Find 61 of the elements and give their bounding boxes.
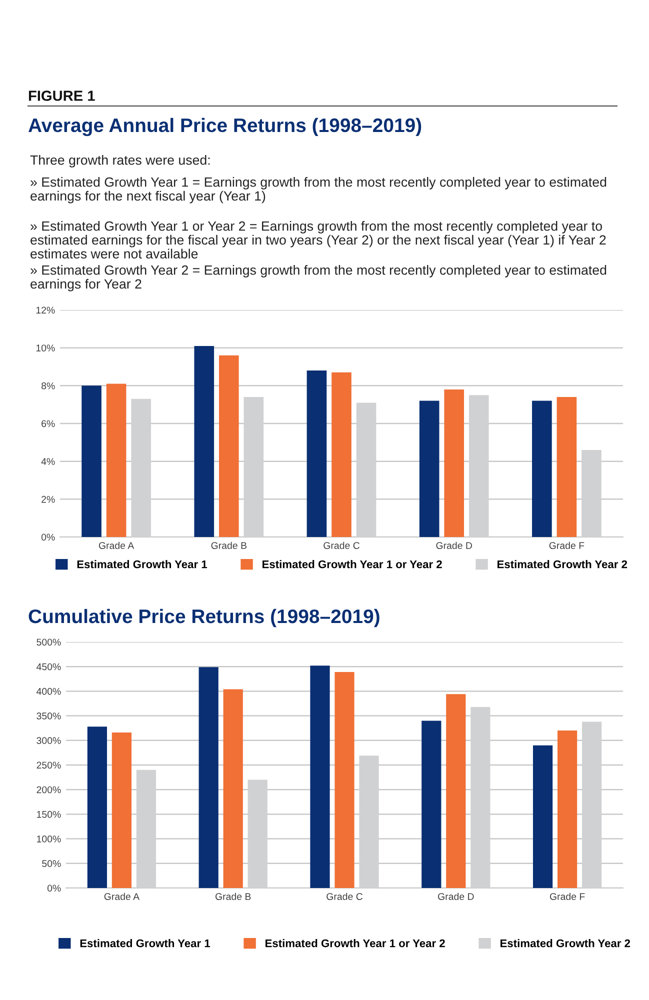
chart-title: Cumulative Price Returns (1998–2019): [28, 608, 380, 628]
bar: [310, 666, 330, 888]
bar: [198, 667, 218, 888]
bar: [112, 732, 132, 888]
text: Three growth rates were used:: [30, 155, 210, 168]
x-tick-label: Grade D: [436, 542, 472, 549]
y-tick-label: 250%: [36, 762, 61, 769]
legend-label: Estimated Growth Year 2: [500, 939, 630, 948]
y-tick-label: 6%: [42, 420, 55, 428]
x-tick-label: Grade D: [438, 892, 474, 900]
bar: [422, 720, 442, 888]
x-tick-label: Grade C: [326, 892, 362, 900]
x-tick-label: Grade F: [550, 892, 585, 900]
text: » Estimated Growth Year 1 or Year 2 = Earnings growth from the most recently completed year to estimated earnings for the fiscal year in two years (Year 2) or the next fiscal year (Year 1) if Year 2 estimates were not available: [30, 221, 606, 259]
bar: [218, 355, 239, 537]
bar: [332, 372, 352, 537]
legend-label: Estimated Growth Year 1: [80, 939, 210, 948]
y-tick-label: 4%: [41, 458, 55, 465]
y-tick-label: 0%: [47, 884, 61, 892]
legend-label: Estimated Growth Year 1 or Year 2: [266, 939, 445, 948]
bar: [87, 726, 107, 888]
x-tick-label: Grade A: [98, 542, 134, 549]
bar: [106, 384, 126, 537]
x-tick-label: Grade F: [549, 542, 584, 549]
bar: [557, 730, 578, 888]
y-tick-label: 350%: [36, 712, 61, 720]
legend-label: Estimated Growth Year 1 or Year 2: [262, 560, 442, 568]
y-tick-label: 0%: [41, 534, 55, 541]
legend-label: Estimated Growth Year 1: [77, 560, 208, 568]
legend-label: Estimated Growth Year 2: [498, 560, 628, 568]
y-tick-label: 200%: [36, 786, 61, 794]
y-tick-label: 8%: [42, 382, 55, 390]
bar: [532, 400, 552, 537]
y-tick-label: 2%: [42, 496, 55, 503]
bar: [223, 689, 243, 888]
x-tick-label: Grade B: [215, 892, 251, 900]
y-tick-label: 450%: [36, 663, 61, 670]
bar: [334, 672, 354, 888]
bar: [194, 346, 214, 537]
bar: [419, 400, 440, 537]
y-tick-label: 12%: [36, 306, 55, 314]
bar: [444, 389, 464, 537]
y-tick-label: 50%: [42, 860, 61, 868]
bar: [532, 745, 553, 888]
bar: [446, 694, 466, 888]
y-tick-label: 150%: [37, 810, 61, 818]
y-tick-label: 400%: [36, 688, 61, 695]
text: » Estimated Growth Year 2 = Earnings growth from the most recently completed year to estimated earnings for Year 2: [30, 265, 606, 292]
x-tick-label: Grade C: [324, 542, 360, 549]
caption: FIGURE 1: [28, 90, 95, 101]
text: » Estimated Growth Year 1 = Earnings growth from the most recently completed year to estimated earnings for the next fiscal year (Year 1): [30, 177, 606, 204]
x-tick-label: Grade B: [211, 542, 246, 549]
y-tick-label: 500%: [36, 638, 61, 646]
x-tick-label: Grade A: [104, 892, 140, 900]
y-tick-label: 100%: [37, 836, 61, 842]
chart-title: Average Annual Price Returns (1998–2019): [28, 118, 422, 136]
bar: [82, 386, 102, 537]
bar: [556, 397, 577, 537]
y-tick-label: 10%: [36, 344, 55, 352]
y-tick-label: 300%: [36, 737, 61, 744]
bar: [306, 370, 327, 537]
